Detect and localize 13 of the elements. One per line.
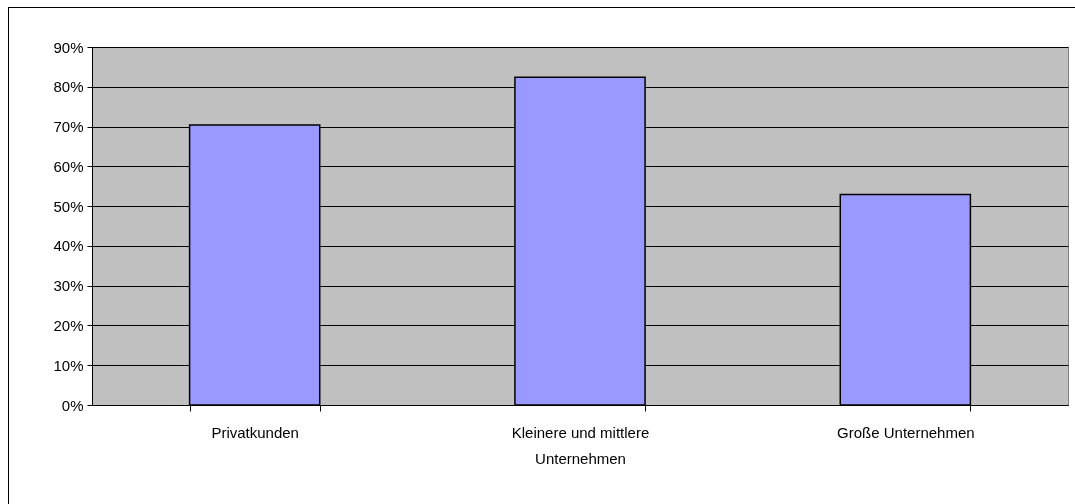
y-tick-label: 30% <box>53 277 84 295</box>
y-tick-label: 20% <box>53 316 84 334</box>
x-tick-label: Kleinere und mittlere Unternehmen <box>511 423 650 467</box>
y-tick-label: 90% <box>53 38 84 56</box>
y-tick-label: 50% <box>53 197 84 215</box>
y-tick-label: 60% <box>53 157 84 175</box>
x-tick-label: Privatkunden <box>211 423 299 441</box>
y-tick-label: 0% <box>61 396 84 414</box>
y-tick-label: 70% <box>53 118 84 136</box>
y-tick-label: 80% <box>53 78 84 96</box>
y-tick-label: 10% <box>53 356 84 374</box>
y-tick-label: 40% <box>53 237 84 255</box>
x-tick-label: Große Unternehmen <box>837 423 975 441</box>
